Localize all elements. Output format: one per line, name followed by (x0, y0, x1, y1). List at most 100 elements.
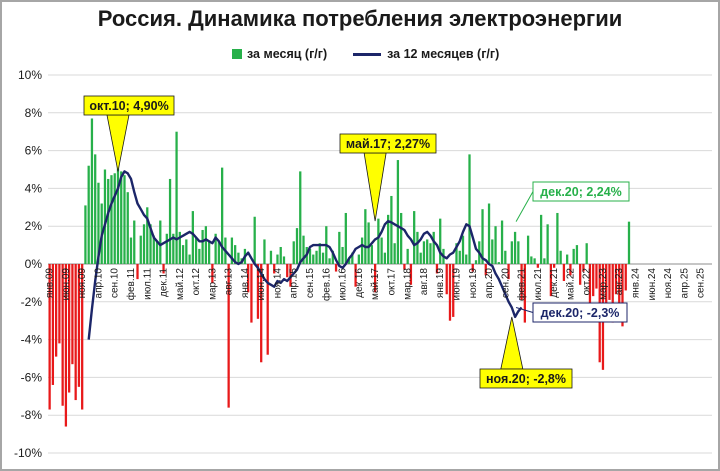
monthly-bar (269, 250, 273, 264)
monthly-bar (552, 264, 556, 268)
monthly-bar (377, 218, 380, 264)
y-tick-label: -6% (21, 370, 43, 384)
y-tick-label: 6% (25, 144, 43, 158)
monthly-bar (520, 264, 523, 300)
monthly-bar (357, 254, 360, 264)
monthly-bar (74, 264, 77, 401)
monthly-bar (299, 171, 302, 264)
y-tick-label: 4% (25, 181, 43, 195)
x-tick-label: апр.15 (289, 268, 300, 299)
monthly-bar (308, 248, 312, 264)
monthly-bar (51, 264, 55, 385)
monthly-bar (465, 254, 468, 264)
monthly-bar (383, 252, 387, 264)
green-label-text: дек.20; 2,24% (540, 185, 622, 199)
monthly-bar (165, 233, 168, 264)
monthly-bar (406, 248, 409, 264)
monthly-bar (530, 256, 533, 264)
monthly-bar (595, 264, 598, 289)
monthly-bar (129, 237, 133, 264)
monthly-bar (234, 245, 237, 264)
monthly-bar (168, 178, 172, 264)
x-tick-label: июл.11 (142, 268, 153, 300)
monthly-bar (471, 264, 474, 272)
y-tick-label: -4% (21, 333, 43, 347)
callout-text: ноя.20; -2,8% (486, 372, 566, 386)
x-tick-label: окт.17 (386, 268, 397, 296)
monthly-bar (227, 264, 230, 408)
monthly-bar (370, 245, 374, 264)
x-tick-label: май.22 (565, 268, 576, 300)
x-tick-label: ноя.19 (468, 268, 479, 299)
rolling-12m-line (87, 170, 523, 340)
monthly-bar (214, 233, 217, 264)
monthly-bar (149, 224, 152, 264)
monthly-bar (624, 264, 627, 291)
x-tick-label: окт.22 (582, 268, 593, 296)
y-tick-label: 10% (18, 68, 42, 82)
monthly-bar (133, 220, 136, 264)
monthly-bar (435, 264, 439, 274)
green-label-box (532, 181, 630, 202)
x-tick-label: апр.25 (679, 268, 690, 299)
annotations: окт.10; 4,90% май.17; 2,27% ноя.20; -2,8% д… (83, 95, 630, 389)
x-tick-label: мар.18 (403, 268, 414, 300)
monthly-bar (341, 246, 344, 264)
callout-text: май.17; 2,27% (346, 137, 430, 151)
monthly-bar (136, 264, 139, 280)
monthly-bar (413, 211, 416, 264)
legend-swatch-line (353, 52, 382, 56)
monthly-bar (146, 207, 149, 264)
monthly-bar (302, 235, 305, 264)
monthly-bar (500, 220, 504, 264)
y-tick-label: 2% (25, 219, 43, 233)
monthly-bar (198, 248, 201, 264)
x-tick-label: авг.13 (224, 268, 235, 296)
x-tick-label: мар.23 (598, 268, 609, 300)
monthly-bar (354, 264, 357, 287)
callout-pointer (500, 316, 524, 370)
monthly-bar (107, 178, 110, 264)
monthly-bar (572, 248, 575, 264)
monthly-bar (491, 239, 494, 264)
monthly-bar (474, 260, 478, 264)
monthly-bar (439, 218, 442, 264)
monthly-bar (81, 264, 84, 410)
y-tick-label: -2% (21, 295, 43, 309)
monthly-bar (58, 264, 61, 344)
monthly-bar (497, 262, 500, 264)
x-tick-label: окт.12 (191, 268, 202, 296)
x-tick-label: июн.24 (647, 268, 658, 301)
monthly-bar (276, 254, 279, 264)
monthly-bar (68, 264, 71, 393)
x-tick-label: мар.13 (207, 268, 218, 300)
monthly-bar (126, 192, 129, 264)
monthly-bar (556, 212, 559, 264)
monthly-bar (347, 258, 351, 264)
monthly-bar (517, 241, 520, 264)
monthly-bar (54, 264, 58, 357)
x-tick-label: сен.15 (305, 268, 316, 298)
x-tick-label: сен.20 (500, 268, 511, 298)
monthly-bar (426, 239, 429, 264)
monthly-bar (315, 250, 318, 264)
legend: за месяц (г/г) за 12 месяцев (г/г) (232, 47, 525, 61)
x-tick-label: ноя.09 (77, 268, 88, 299)
callout-pointer (106, 114, 130, 172)
monthly-bar (409, 264, 413, 285)
monthly-bar (360, 237, 364, 264)
x-tick-label: фев.11 (125, 268, 137, 301)
monthly-bar (380, 237, 383, 264)
monthly-bar (230, 237, 234, 264)
monthly-bar (217, 241, 221, 264)
monthly-bar (614, 264, 618, 295)
monthly-bar (543, 258, 546, 264)
monthly-bar (295, 228, 299, 264)
monthly-bar (562, 264, 566, 282)
x-tick-label: июл.16 (338, 268, 349, 301)
monthly-bar (627, 221, 631, 264)
y-tick-label: 8% (25, 106, 43, 120)
x-tick-label: дек.16 (354, 268, 365, 298)
x-tick-label: дек.11 (159, 268, 170, 297)
